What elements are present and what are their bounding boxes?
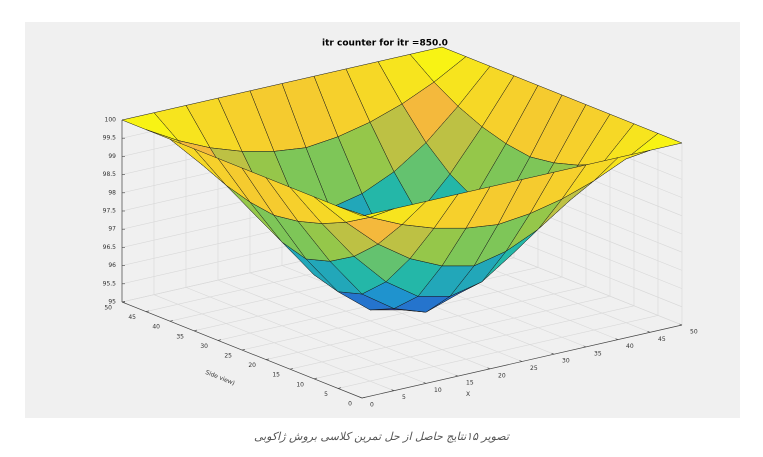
y-tick-label: 5 — [324, 391, 328, 398]
y-tick — [193, 329, 198, 332]
grid-line — [313, 305, 635, 380]
y-tick — [121, 301, 126, 303]
x-axis-label: X — [466, 391, 470, 398]
x-tick-label: 25 — [530, 365, 538, 372]
x-tick — [455, 374, 459, 377]
y-tick — [169, 320, 174, 322]
surface-patch — [337, 206, 395, 218]
y-tick — [145, 310, 150, 312]
y-tick-label: 20 — [248, 362, 256, 369]
y-tick — [337, 387, 342, 389]
y-tick-label: 45 — [128, 314, 136, 321]
grid-line — [289, 295, 611, 370]
y-tick — [289, 368, 294, 370]
z-tick-label: 95 — [108, 299, 116, 306]
x-tick-label: 40 — [626, 343, 634, 350]
x-tick-label: 5 — [402, 394, 406, 401]
x-tick-label: 35 — [594, 350, 602, 357]
x-tick-label: 45 — [658, 336, 666, 343]
x-tick-label: 50 — [690, 329, 698, 336]
z-tick-label: 96.5 — [103, 244, 117, 251]
z-tick-label: 98.5 — [103, 171, 117, 178]
x-tick — [583, 345, 587, 348]
x-tick — [359, 396, 363, 399]
y-tick-label: 0 — [348, 401, 352, 408]
y-tick — [217, 339, 222, 341]
z-tick-label: 97 — [108, 226, 116, 233]
grid-line — [265, 286, 587, 360]
x-tick-label: 30 — [562, 358, 570, 365]
x-tick-label: 0 — [370, 402, 374, 409]
caption: تصویر ۱۵نتایج حاصل از حل تمرین کلاسی برو… — [254, 430, 509, 443]
x-tick — [615, 338, 619, 340]
chart-title: itr counter for itr =850.0 — [322, 39, 448, 49]
grid-line — [337, 315, 659, 389]
y-tick — [313, 377, 318, 380]
grid-line — [241, 276, 563, 351]
y-tick-label: 15 — [272, 372, 280, 379]
z-tick-label: 96 — [108, 262, 116, 269]
y-tick-label: 30 — [200, 343, 208, 350]
x-tick-label: 15 — [466, 380, 474, 387]
x-tick — [487, 367, 491, 370]
y-tick-label: 50 — [104, 305, 112, 312]
z-tick-label: 100 — [105, 117, 117, 124]
y-tick — [361, 397, 366, 399]
y-tick-label: 25 — [224, 353, 232, 360]
x-tick — [519, 360, 523, 362]
z-tick-label: 97.5 — [103, 208, 117, 215]
z-tick-label: 98 — [108, 189, 116, 196]
y-tick-label: 35 — [176, 333, 184, 340]
y-tick-label: 10 — [296, 381, 304, 388]
x-tick — [551, 352, 555, 355]
x-tick-label: 20 — [498, 372, 506, 379]
y-tick — [265, 358, 270, 360]
z-tick-label: 99 — [108, 153, 116, 160]
y-tick-label: 40 — [152, 324, 160, 331]
y-tick — [241, 349, 246, 351]
z-tick-label: 99.5 — [103, 135, 117, 142]
z-tick-label: 95.5 — [103, 280, 117, 287]
x-tick — [391, 389, 395, 391]
x-tick — [679, 323, 683, 326]
x-tick — [647, 331, 651, 333]
x-tick — [423, 382, 427, 384]
x-tick-label: 10 — [434, 387, 442, 394]
